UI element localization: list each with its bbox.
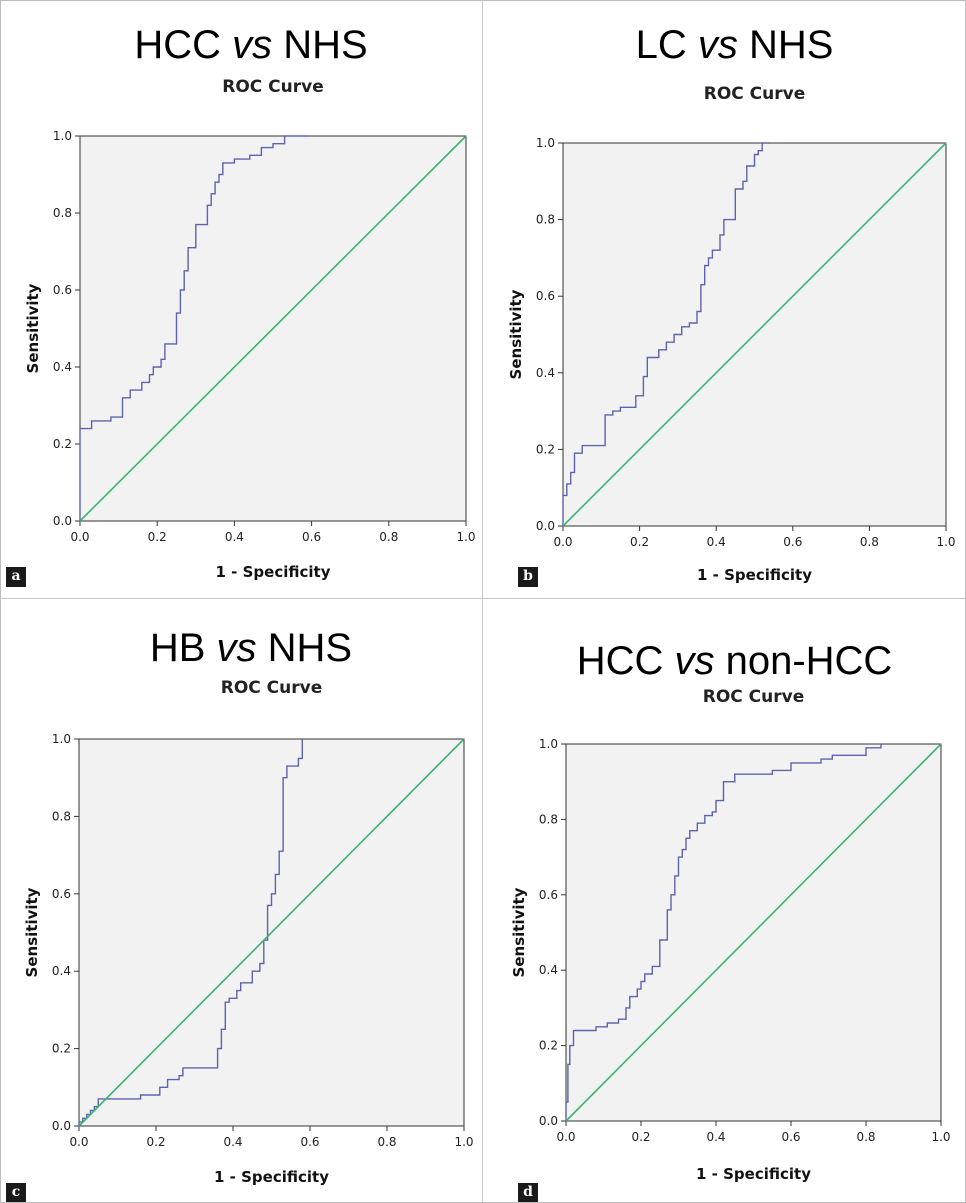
y-tick-label: 0.4	[536, 366, 555, 380]
x-tick-label: 0.4	[707, 535, 726, 549]
roc-curve-line-d	[565, 744, 882, 1121]
chart-title: HCC vs non-HCC	[577, 639, 893, 683]
chart-title-part: vs	[674, 639, 714, 683]
y-tick-label: 1.0	[52, 732, 71, 746]
x-tick-label: 0.0	[70, 530, 89, 544]
panel-tag-a: a	[6, 567, 26, 587]
y-axis-label: Sensitivity	[24, 283, 42, 373]
x-tick-label: 1.0	[454, 1135, 473, 1149]
panel-d: HCC vs non-HCC ROC Curve 0.0 0.2 0.4 0.6 0.8 1.…	[483, 599, 966, 1203]
roc-curve-line-b	[562, 142, 770, 526]
panel-tag-b: b	[518, 567, 538, 587]
x-tick-label: 1.0	[931, 1130, 950, 1144]
x-tick-label: 0.0	[69, 1135, 88, 1149]
y-tick-label: 0.2	[52, 1042, 71, 1056]
y-tick-label: 1.0	[536, 136, 555, 150]
x-tick-label: 0.0	[556, 1130, 575, 1144]
x-tick-label: 0.4	[225, 530, 244, 544]
roc-chart-d: HCC vs non-HCC ROC Curve 0.0 0.2 0.4 0.6 0.8 1.…	[510, 639, 951, 1183]
x-tick-label: 0.6	[783, 535, 802, 549]
y-tick-label: 0.4	[52, 964, 71, 978]
y-tick-label: 0.8	[536, 213, 555, 227]
reference-diagonal-line-d	[565, 743, 942, 1122]
x-tick-label: 0.2	[146, 1135, 165, 1149]
y-axis-label: Sensitivity	[507, 289, 525, 379]
roc-chart-b: LC vs NHS ROC Curve 0.0 0.2 0.4 0.6 0.8 1.0 0.0 0…	[507, 23, 956, 584]
reference-diagonal-line-b	[562, 142, 947, 527]
x-axis-label: 1 - Specificity	[696, 1165, 811, 1183]
panel-tag-c: c	[6, 1183, 26, 1203]
x-tick-label: 0.8	[377, 1135, 396, 1149]
y-tick-label: 0.2	[539, 1039, 558, 1053]
y-tick-label: 0.6	[53, 283, 72, 297]
chart-subtitle: ROC Curve	[221, 678, 323, 698]
y-tick-label: 0.8	[539, 812, 558, 826]
panel-separator-horizontal	[0, 598, 966, 599]
x-tick-label: 0.0	[553, 535, 572, 549]
y-tick-label: 0.0	[536, 519, 555, 533]
y-axis-label: Sensitivity	[510, 887, 528, 977]
x-axis-label: 1 - Specificity	[697, 566, 812, 584]
chart-title-part: vs	[232, 23, 272, 67]
roc-curve-line-a	[79, 135, 308, 521]
roc-curve-line-c	[78, 739, 303, 1126]
chart-title: LC vs NHS	[636, 23, 834, 67]
panel-c: HB vs NHS ROC Curve 0.0 0.2 0.4 0.6 0.8 1.0 0.0 0…	[0, 599, 482, 1203]
y-tick-label: 0.0	[52, 1119, 71, 1133]
y-tick-label: 0.0	[539, 1114, 558, 1128]
y-tick-label: 0.2	[53, 437, 72, 451]
x-tick-label: 0.8	[379, 530, 398, 544]
y-tick-label: 0.6	[52, 887, 71, 901]
y-tick-label: 1.0	[539, 737, 558, 751]
panel-separator-vertical	[482, 0, 483, 1203]
chart-title-part: NHS	[738, 23, 834, 67]
chart-title-part: HCC	[577, 639, 675, 683]
chart-title-part: HB	[150, 626, 217, 670]
y-tick-label: 0.6	[539, 888, 558, 902]
chart-title-part: vs	[217, 626, 257, 670]
chart-subtitle: ROC Curve	[703, 687, 805, 707]
roc-chart-c: HB vs NHS ROC Curve 0.0 0.2 0.4 0.6 0.8 1.0 0.0 0…	[23, 626, 474, 1186]
reference-diagonal-line-c	[78, 738, 465, 1127]
x-tick-label: 0.2	[148, 530, 167, 544]
chart-title-part: vs	[698, 23, 738, 67]
y-tick-label: 0.2	[536, 442, 555, 456]
y-tick-label: 1.0	[53, 129, 72, 143]
x-tick-label: 0.4	[706, 1130, 725, 1144]
chart-title: HCC vs NHS	[134, 23, 367, 67]
y-tick-label: 0.0	[53, 514, 72, 528]
chart-subtitle: ROC Curve	[704, 84, 806, 104]
y-tick-label: 0.4	[53, 360, 72, 374]
x-tick-label: 0.8	[860, 535, 879, 549]
x-tick-label: 0.4	[223, 1135, 242, 1149]
y-tick-label: 0.4	[539, 963, 558, 977]
x-tick-label: 0.6	[302, 530, 321, 544]
y-axis-label: Sensitivity	[23, 887, 41, 977]
chart-title: HB vs NHS	[150, 626, 352, 670]
panel-tag-d: d	[518, 1183, 538, 1203]
chart-subtitle: ROC Curve	[222, 77, 324, 97]
x-axis-label: 1 - Specificity	[214, 1168, 329, 1186]
chart-title-part: non-HCC	[714, 639, 892, 683]
chart-title-part: NHS	[272, 23, 368, 67]
y-tick-label: 0.8	[53, 206, 72, 220]
chart-title-part: LC	[636, 23, 698, 67]
panel-b: LC vs NHS ROC Curve 0.0 0.2 0.4 0.6 0.8 1.0 0.0 0…	[483, 0, 966, 598]
x-axis-label: 1 - Specificity	[216, 563, 331, 581]
y-tick-label: 0.8	[52, 809, 71, 823]
x-tick-label: 1.0	[456, 530, 475, 544]
chart-title-part: NHS	[257, 626, 353, 670]
roc-chart-a: HCC vs NHS ROC Curve 0.0 0.2 0.4 0.6 0.8 1.0 0.0…	[24, 23, 476, 581]
x-tick-label: 0.2	[630, 535, 649, 549]
x-tick-label: 1.0	[936, 535, 955, 549]
panel-a: HCC vs NHS ROC Curve 0.0 0.2 0.4 0.6 0.8 1.0 0.0…	[0, 0, 482, 598]
chart-title-part: HCC	[134, 23, 232, 67]
reference-diagonal-line-a	[79, 135, 467, 522]
x-tick-label: 0.6	[781, 1130, 800, 1144]
x-tick-label: 0.8	[856, 1130, 875, 1144]
x-tick-label: 0.2	[631, 1130, 650, 1144]
x-tick-label: 0.6	[300, 1135, 319, 1149]
y-tick-label: 0.6	[536, 289, 555, 303]
